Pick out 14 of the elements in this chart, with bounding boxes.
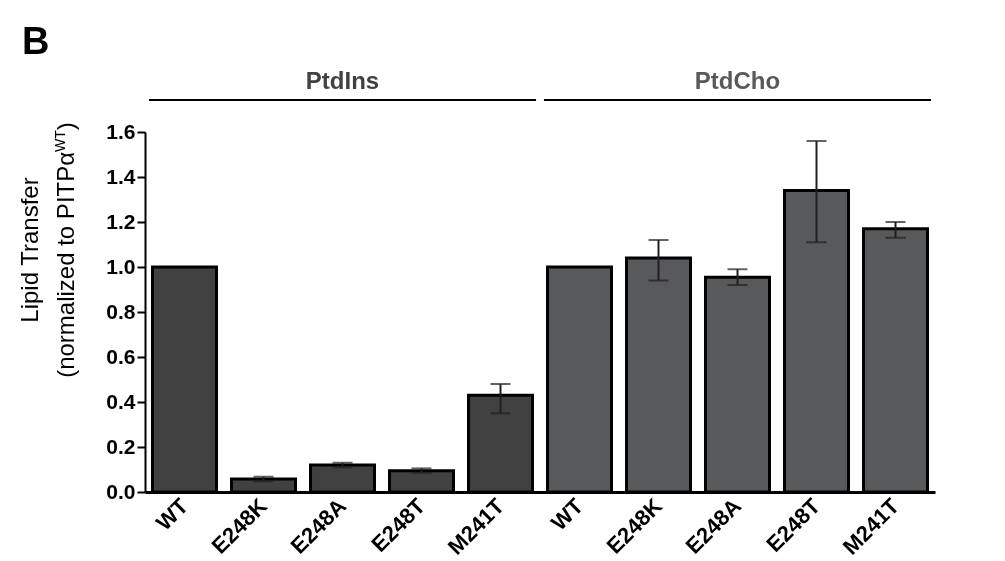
text: PtdCho — [694, 67, 781, 94]
text: PtdIns — [305, 67, 380, 94]
y-tick-label: 0.0 — [106, 479, 136, 503]
y-tick-label: 0.8 — [106, 299, 136, 323]
y-tick-label: 1.2 — [106, 209, 136, 233]
text: B — [22, 20, 50, 63]
y-tick-label: 0.4 — [106, 389, 136, 413]
y-tick-label: 0.6 — [106, 344, 136, 368]
x-tick-label: WT — [151, 492, 194, 536]
x-tick-label: WT — [546, 492, 589, 536]
y-tick-label: 1.0 — [106, 254, 136, 278]
y-tick-label: 1.4 — [106, 164, 136, 188]
y-tick-label: 0.2 — [106, 434, 136, 458]
y-tick-label: 1.6 — [106, 119, 136, 143]
